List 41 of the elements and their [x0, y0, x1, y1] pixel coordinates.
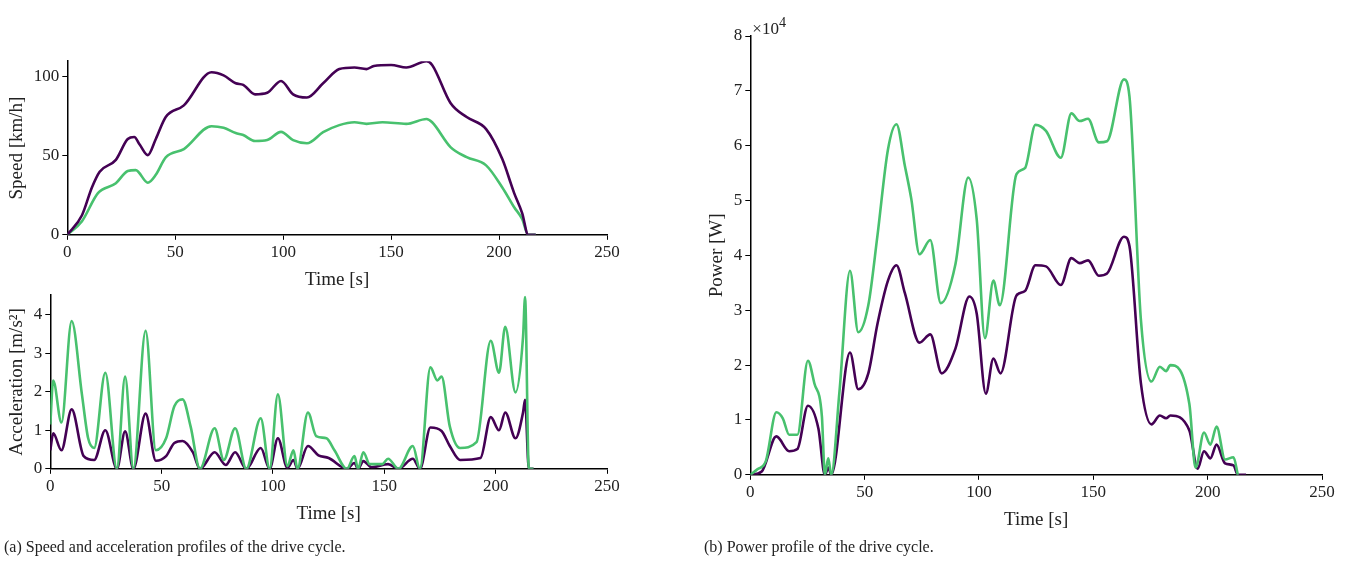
y-tick-label: 1: [33, 419, 43, 439]
x-tick-label: 250: [594, 476, 620, 496]
annotation: ×10$^{4}$: [752, 14, 786, 39]
y-tick-label: 50: [42, 145, 60, 165]
line-series: [750, 78, 1240, 475]
x-tick-label: 150: [378, 242, 404, 262]
y-tick-label: 3: [33, 342, 43, 362]
x-tick-label: 250: [1309, 482, 1335, 502]
x-axis-title: Time [s]: [1004, 507, 1069, 529]
x-axis-title: Time [s]: [305, 267, 370, 289]
x-tick-label: 200: [482, 476, 509, 496]
y-tick-label: 4: [733, 244, 743, 264]
y-tick-label: 7: [733, 80, 743, 100]
x-tick-label: 250: [594, 242, 620, 262]
y-tick-label: 2: [733, 354, 743, 374]
x-tick-label: 200: [1194, 482, 1221, 502]
y-axis-title: Acceleration [m/s²]: [5, 308, 27, 456]
y-tick-label: 0: [50, 224, 60, 244]
x-tick-label: 100: [966, 482, 992, 502]
x-tick-label: 150: [1080, 482, 1107, 502]
x-tick-label: 200: [486, 242, 512, 262]
x-tick-label: 50: [166, 242, 184, 262]
x-tick-label: 100: [270, 242, 296, 262]
x-tick-label: 50: [153, 476, 171, 496]
x-axis-title: Time [s]: [296, 501, 361, 523]
y-axis-title: Power [W]: [705, 213, 727, 298]
y-tick-label: 1: [733, 409, 743, 429]
text: (b) Power profile of the drive cycle.: [704, 538, 934, 556]
y-tick-label: 3: [733, 299, 743, 319]
y-tick-label: 4: [33, 303, 43, 323]
y-axis-title: Speed [km/h]: [5, 96, 27, 200]
y-tick-label: 5: [733, 190, 743, 210]
x-tick-label: 50: [856, 482, 874, 502]
x-tick-label: 150: [371, 476, 398, 496]
x-tick-label: 100: [260, 476, 286, 496]
text: (a) Speed and acceleration profiles of the drive cycle.: [4, 538, 346, 556]
y-tick-label: 6: [733, 135, 743, 155]
y-tick-label: 2: [33, 381, 43, 401]
y-tick-label: 100: [33, 66, 60, 86]
y-tick-label: 8: [733, 25, 743, 45]
y-tick-label: 0: [33, 458, 43, 478]
